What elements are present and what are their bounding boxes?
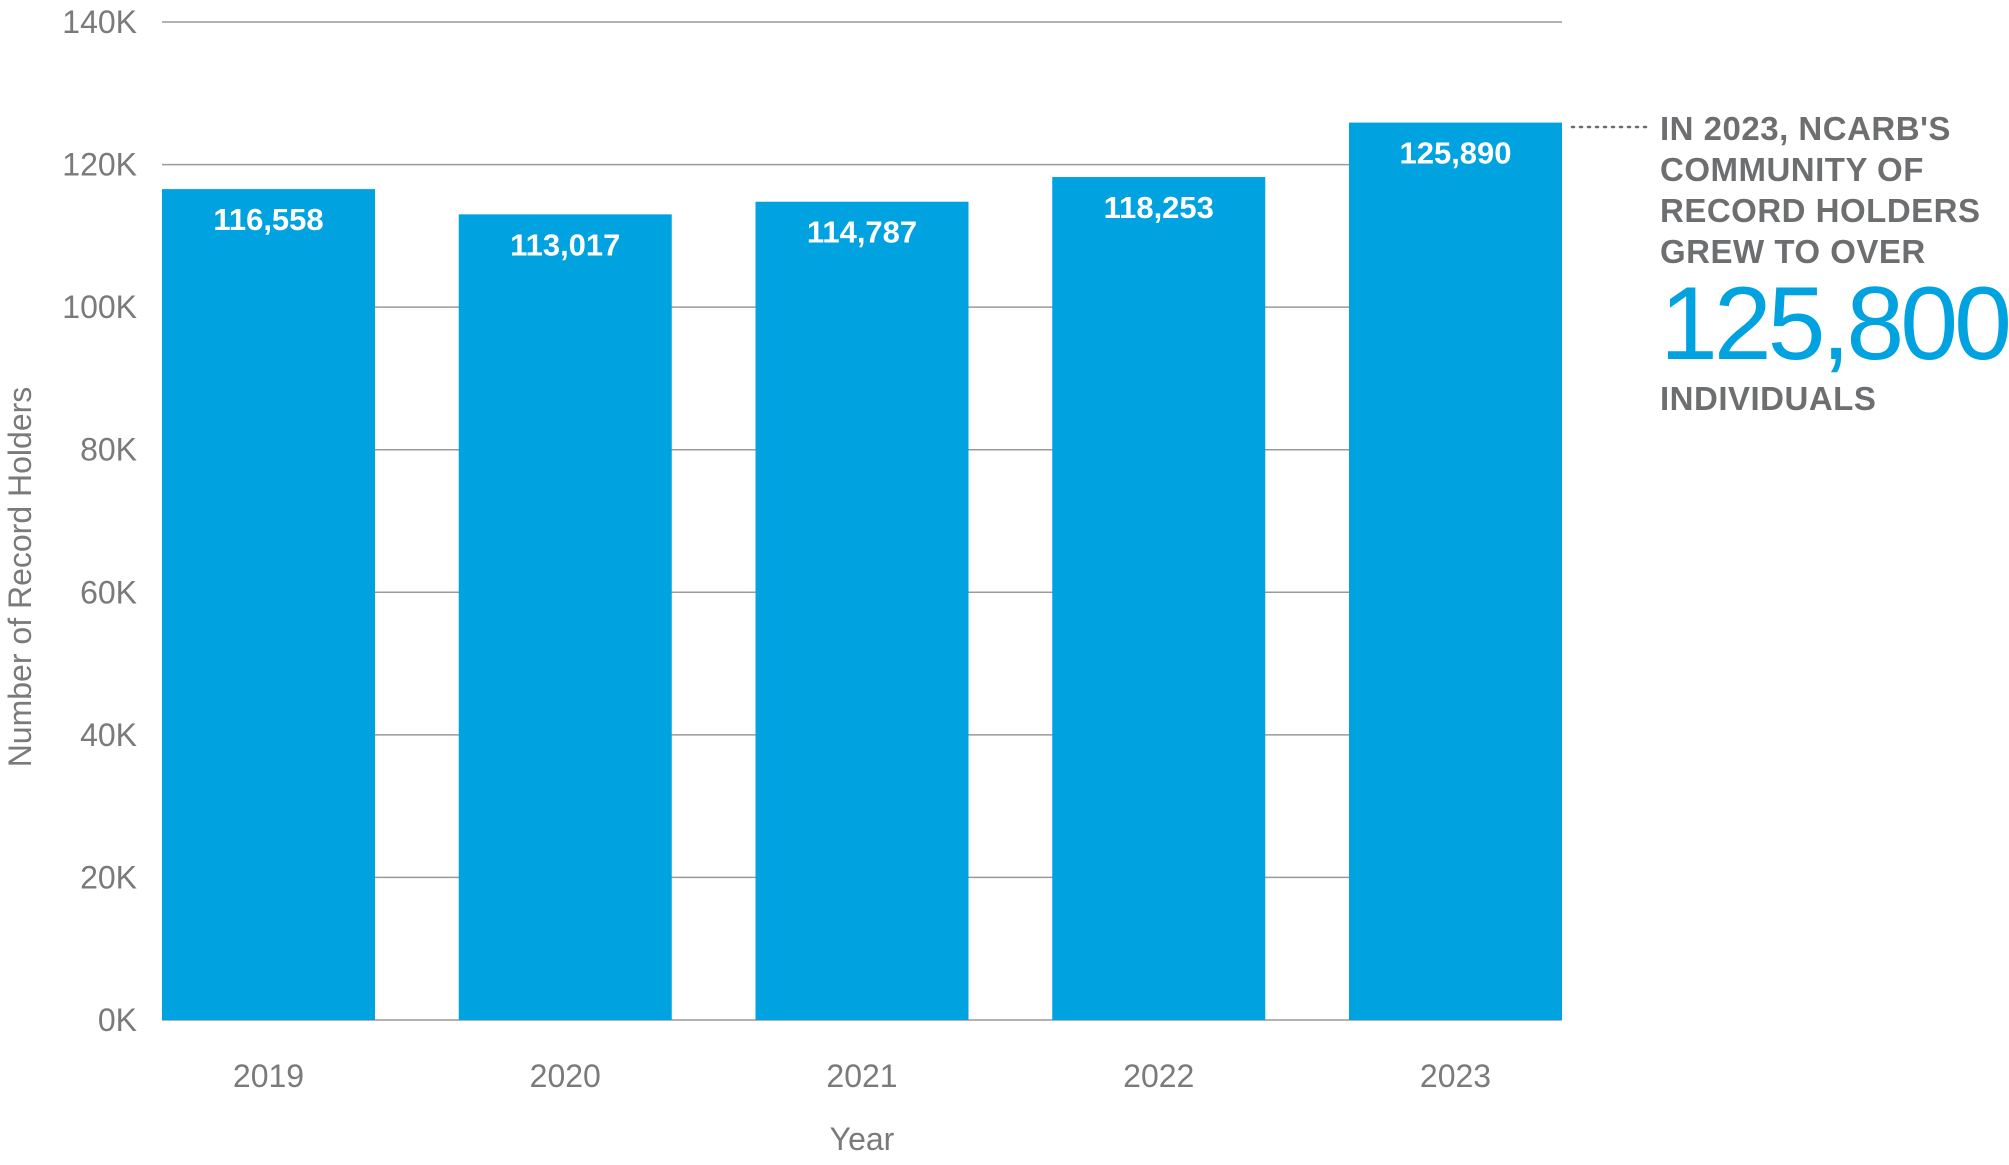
bar-2020 — [458, 214, 672, 1021]
callout-annotation: IN 2023, NCARB'S COMMUNITY OF RECORD HOL… — [1660, 108, 2009, 419]
y-tick-label: 100K — [62, 289, 137, 325]
data-label-2023: 125,890 — [1399, 136, 1511, 171]
x-tick-label-2021: 2021 — [826, 1058, 897, 1094]
callout-line-3: RECORD HOLDERS — [1660, 192, 1981, 229]
callout-line-2: COMMUNITY OF — [1660, 151, 1924, 188]
bar-2019 — [162, 189, 375, 1020]
x-tick-label-2022: 2022 — [1123, 1058, 1194, 1094]
y-axis-tick-labels: 0K 20K 40K 60K 80K 100K 120K 140K — [62, 4, 137, 1038]
y-tick-label: 20K — [80, 859, 137, 895]
data-labels: 116,558 113,017 114,787 118,253 125,890 — [213, 136, 1511, 263]
data-label-2022: 118,253 — [1104, 190, 1214, 225]
callout-suffix: INDIVIDUALS — [1660, 380, 1877, 417]
x-axis-tick-labels: 2019 2020 2021 2022 2023 — [233, 1058, 1491, 1094]
y-tick-label: 0K — [98, 1002, 137, 1038]
data-label-2021: 114,787 — [807, 215, 917, 250]
y-tick-label: 140K — [62, 4, 137, 40]
bar-2021 — [755, 201, 969, 1020]
y-tick-label: 80K — [80, 432, 137, 468]
x-tick-label-2023: 2023 — [1420, 1058, 1491, 1094]
y-axis-title: Number of Record Holders — [2, 387, 38, 768]
bar-2023 — [1349, 122, 1562, 1020]
y-tick-label: 40K — [80, 717, 137, 753]
y-tick-label: 120K — [62, 147, 137, 183]
y-tick-label: 60K — [80, 574, 137, 610]
data-label-2019: 116,558 — [213, 202, 323, 237]
bar-2022 — [1052, 177, 1266, 1021]
x-tick-label-2019: 2019 — [233, 1058, 304, 1094]
callout-line-4: GREW TO OVER — [1660, 233, 1926, 270]
bars — [162, 122, 1562, 1021]
x-axis-title: Year — [830, 1121, 895, 1157]
callout-highlight-number: 125,800 — [1660, 266, 2009, 382]
x-tick-label-2020: 2020 — [530, 1058, 601, 1094]
data-label-2020: 113,017 — [510, 227, 620, 262]
callout-line-1: IN 2023, NCARB'S — [1660, 110, 1951, 147]
